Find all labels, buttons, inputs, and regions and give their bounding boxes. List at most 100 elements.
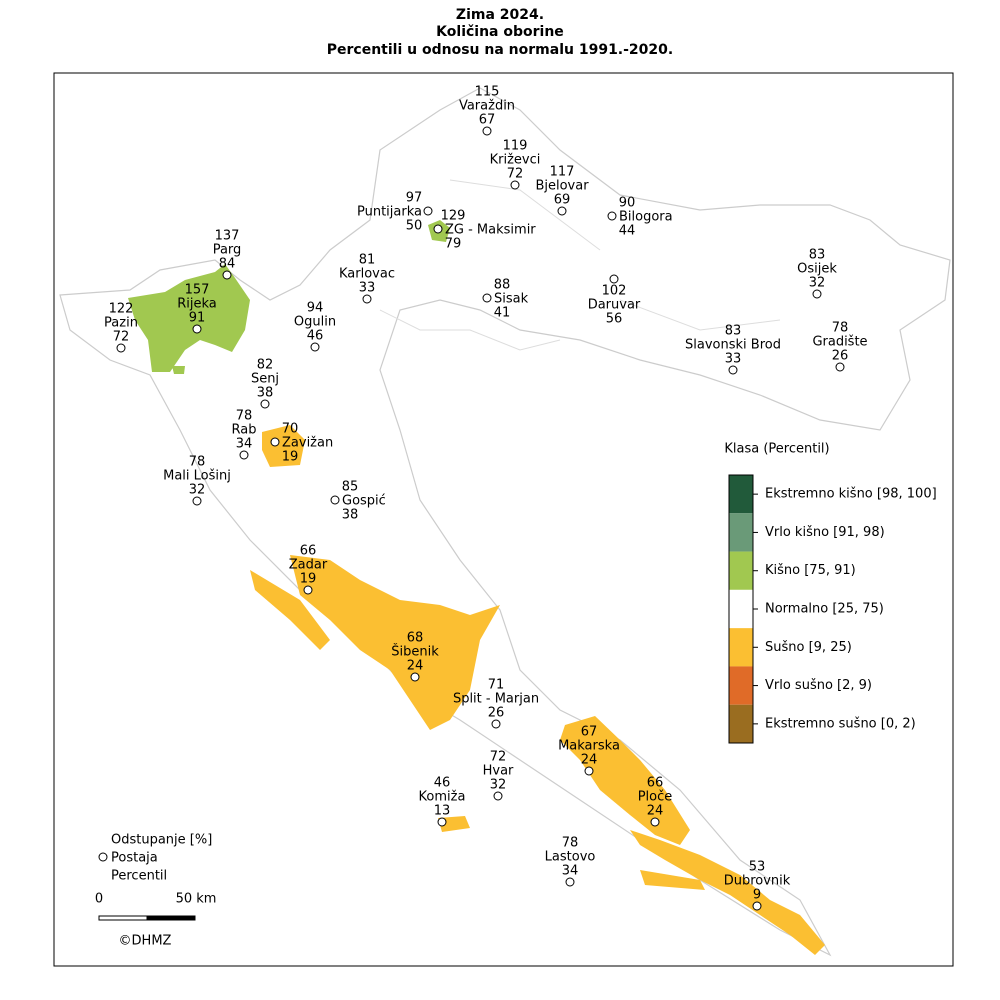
- title: Količina oborine: [436, 24, 564, 40]
- station-marker: [510, 180, 520, 190]
- station-deviation: 90: [619, 196, 636, 211]
- station-name: Lastovo: [545, 850, 596, 865]
- station-marker: [728, 365, 738, 375]
- legend-swatch: [729, 551, 753, 590]
- station-percentile: 24: [581, 753, 598, 768]
- station-deviation: 81: [359, 253, 376, 268]
- region-wet: [128, 220, 450, 374]
- station-marker: [437, 817, 447, 827]
- station-marker: [482, 293, 492, 303]
- legend-swatch: [729, 666, 753, 705]
- station-deviation: 72: [490, 750, 507, 765]
- station-deviation: 78: [562, 836, 579, 851]
- station-percentile: 26: [832, 349, 849, 364]
- station-name: Bilogora: [619, 210, 673, 225]
- key-line: Percentil: [111, 869, 167, 884]
- frame: [53, 72, 954, 967]
- key-line: Postaja: [111, 851, 158, 866]
- station-deviation: 82: [257, 358, 274, 373]
- legend-swatch: [729, 704, 753, 743]
- station-deviation: 129: [441, 209, 466, 224]
- station-percentile: 24: [407, 659, 424, 674]
- legend-title: Klasa (Percentil): [724, 442, 829, 457]
- station-marker: [609, 274, 619, 284]
- station-deviation: 97: [406, 191, 423, 206]
- station-name: Bjelovar: [535, 179, 589, 194]
- station-name: Dubrovnik: [724, 874, 791, 889]
- station-deviation: 85: [342, 480, 359, 495]
- station-marker: [650, 817, 660, 827]
- station-percentile: 32: [490, 778, 507, 793]
- station-deviation: 122: [109, 302, 134, 317]
- station-percentile: 38: [342, 508, 359, 523]
- station-name: Split - Marjan: [453, 692, 539, 707]
- station-percentile: 32: [189, 483, 206, 498]
- key-marker: [98, 852, 108, 862]
- station-deviation: 78: [189, 455, 206, 470]
- station-marker: [491, 719, 501, 729]
- station-marker: [310, 342, 320, 352]
- station-deviation: 137: [215, 229, 240, 244]
- station-name: Zadar: [289, 558, 328, 573]
- station-marker: [330, 495, 340, 505]
- scale-bar: [98, 915, 148, 921]
- legend-border: [728, 474, 754, 744]
- station-name: Varaždin: [459, 99, 515, 114]
- station-marker: [260, 399, 270, 409]
- station-deviation: 115: [475, 85, 500, 100]
- station-name: Senj: [251, 372, 279, 387]
- station-name: Osijek: [797, 262, 837, 277]
- station-name: Križevci: [490, 153, 541, 168]
- station-name: Rab: [232, 423, 257, 438]
- key-line: Odstupanje [%]: [111, 833, 212, 848]
- station-name: Daruvar: [588, 298, 641, 313]
- station-deviation: 78: [236, 409, 253, 424]
- legend-swatch: [729, 475, 753, 514]
- station-percentile: 26: [488, 706, 505, 721]
- station-percentile: 72: [113, 330, 130, 345]
- station-marker: [192, 324, 202, 334]
- legend-label: Ekstremno sušno [0, 2): [765, 716, 916, 731]
- legend-label: Vrlo kišno [91, 98): [765, 525, 885, 540]
- station-name: Gospić: [342, 494, 386, 509]
- station-marker: [362, 294, 372, 304]
- station-marker: [270, 437, 280, 447]
- station-deviation: 117: [550, 165, 575, 180]
- station-marker: [116, 343, 126, 353]
- station-marker: [482, 126, 492, 136]
- station-marker: [423, 206, 433, 216]
- station-deviation: 71: [488, 678, 505, 693]
- scale-label: 50 km: [176, 892, 217, 907]
- station-deviation: 83: [725, 324, 742, 339]
- station-percentile: 79: [445, 237, 462, 252]
- station-deviation: 119: [503, 139, 528, 154]
- station-name: Zavižan: [282, 436, 333, 451]
- station-deviation: 68: [407, 631, 424, 646]
- station-name: Komiža: [419, 790, 466, 805]
- title: Zima 2024.: [456, 7, 544, 23]
- station-deviation: 53: [749, 860, 766, 875]
- station-percentile: 13: [434, 804, 451, 819]
- station-name: Pazin: [104, 316, 138, 331]
- legend-label: Vrlo sušno [2, 9): [765, 678, 872, 693]
- station-marker: [835, 362, 845, 372]
- credit: ©DHMZ: [119, 934, 172, 949]
- station-percentile: 56: [606, 312, 623, 327]
- station-marker: [303, 585, 313, 595]
- station-name: Puntijarka: [357, 205, 422, 220]
- station-name: Hvar: [483, 764, 514, 779]
- station-name: Ploče: [638, 790, 673, 805]
- station-name: Makarska: [558, 739, 620, 754]
- station-name: ZG - Maksimir: [445, 223, 536, 238]
- station-marker: [584, 766, 594, 776]
- station-marker: [607, 211, 617, 221]
- station-percentile: 38: [257, 386, 274, 401]
- station-deviation: 102: [602, 284, 627, 299]
- station-deviation: 66: [300, 544, 317, 559]
- station-percentile: 67: [479, 113, 496, 128]
- station-name: Mali Lošinj: [163, 469, 231, 484]
- legend: Ekstremno kišno [98, 100] Vrlo kišno [91,…: [728, 474, 937, 744]
- station-deviation: 67: [581, 725, 598, 740]
- station-percentile: 44: [619, 224, 636, 239]
